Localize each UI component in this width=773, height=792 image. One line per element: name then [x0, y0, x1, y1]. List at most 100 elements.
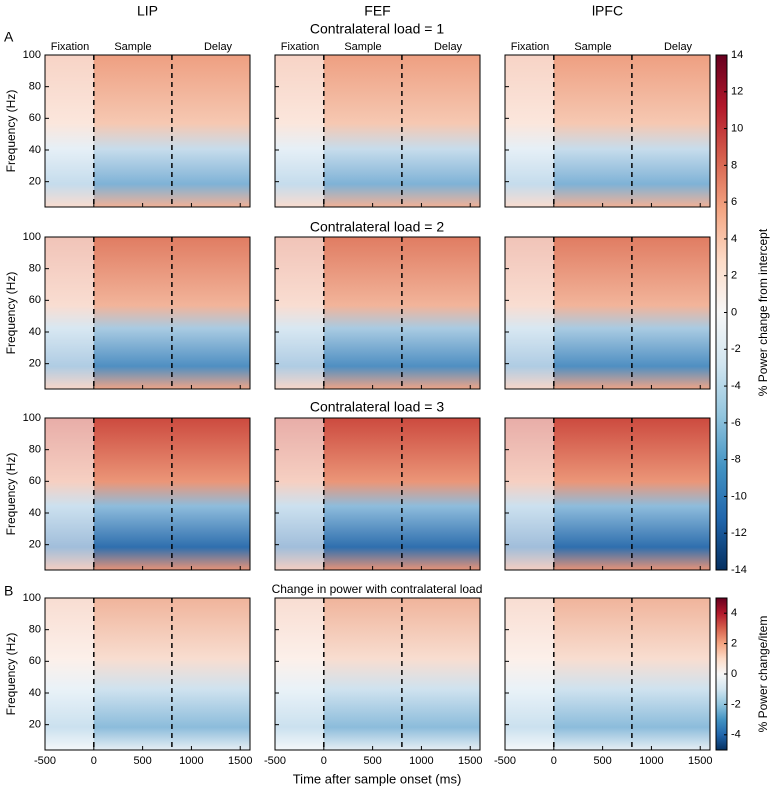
- plot-frame: [44, 236, 251, 390]
- colorbar-tick-label: 0: [731, 306, 737, 318]
- plot-frame: [44, 417, 251, 571]
- y-axis-label: Frequency (Hz): [4, 90, 18, 173]
- x-tick-label: 1000: [179, 755, 203, 767]
- pre-sample-fade: [45, 237, 94, 389]
- colorbar-tick-label: 4: [731, 233, 737, 245]
- x-tick-label: 500: [593, 755, 611, 767]
- epoch-label: Sample: [574, 41, 611, 53]
- epoch-label: Delay: [434, 41, 463, 53]
- plot-frame: [504, 597, 711, 751]
- y-tick-label: 20: [29, 719, 41, 731]
- x-tick-label: 0: [321, 755, 327, 767]
- x-tick-label: 1500: [688, 755, 712, 767]
- x-tick-label: -500: [264, 755, 286, 767]
- colorbar-tick-label: -6: [731, 417, 741, 429]
- x-tick-label: 1000: [639, 755, 663, 767]
- colorbar-tick-label: -12: [731, 527, 747, 539]
- y-tick-label: 20: [29, 539, 41, 551]
- y-tick-label: 60: [29, 112, 41, 124]
- y-tick-label: 40: [29, 687, 41, 699]
- y-tick-label: 80: [29, 444, 41, 456]
- plot-frame: [44, 54, 251, 208]
- plot-frame: [504, 54, 711, 208]
- epoch-label: Delay: [204, 41, 233, 53]
- pre-sample-fade: [45, 598, 94, 750]
- colorbar-tick-label: 8: [731, 159, 737, 171]
- pre-sample-fade: [505, 418, 554, 570]
- y-tick-label: 100: [23, 49, 41, 61]
- column-title: FEF: [364, 3, 390, 19]
- y-tick-label: 80: [29, 624, 41, 636]
- row-title: Contralateral load = 1: [310, 21, 444, 37]
- y-tick-label: 80: [29, 263, 41, 275]
- y-tick-label: 20: [29, 358, 41, 370]
- colorbar-tick-label: -4: [731, 729, 741, 741]
- x-tick-label: 500: [133, 755, 151, 767]
- pre-sample-fade: [505, 55, 554, 207]
- colorbar-tick-label: 0: [731, 668, 737, 680]
- colorbar-tick-label: -8: [731, 454, 741, 466]
- plot-frame: [504, 236, 711, 390]
- pre-sample-fade: [275, 55, 324, 207]
- column-title: lPFC: [592, 3, 623, 19]
- colorbar-tick-label: 14: [731, 49, 743, 61]
- panel-label: A: [4, 29, 14, 45]
- colorbar-label: % Power change from intercept: [756, 228, 770, 396]
- pre-sample-fade: [45, 418, 94, 570]
- epoch-label: Sample: [344, 41, 381, 53]
- colorbar-tick-label: 4: [731, 607, 737, 619]
- plot-frame: [274, 597, 481, 751]
- plot-frame: [504, 417, 711, 571]
- x-axis-label: Time after sample onset (ms): [293, 771, 462, 786]
- plot-frame: [44, 597, 251, 751]
- y-tick-label: 20: [29, 176, 41, 188]
- colorbar-tick-label: 6: [731, 196, 737, 208]
- epoch-label: Fixation: [281, 41, 320, 53]
- colorbar-tick-label: -2: [731, 343, 741, 355]
- row-title: Change in power with contralateral load: [272, 582, 483, 596]
- y-tick-label: 80: [29, 81, 41, 93]
- y-axis-label: Frequency (Hz): [4, 272, 18, 355]
- pre-sample-fade: [505, 598, 554, 750]
- x-tick-label: 0: [91, 755, 97, 767]
- pre-sample-fade: [45, 55, 94, 207]
- x-tick-label: 1000: [409, 755, 433, 767]
- y-tick-label: 40: [29, 144, 41, 156]
- epoch-label: Fixation: [51, 41, 90, 53]
- x-tick-label: -500: [34, 755, 56, 767]
- pre-sample-fade: [505, 237, 554, 389]
- y-tick-label: 60: [29, 475, 41, 487]
- x-tick-label: 1500: [458, 755, 482, 767]
- column-title: LIP: [137, 3, 158, 19]
- y-tick-label: 60: [29, 655, 41, 667]
- epoch-label: Delay: [664, 41, 693, 53]
- x-tick-label: 0: [551, 755, 557, 767]
- colorbar-label: % Power change/item: [756, 616, 770, 733]
- panel-label: B: [4, 583, 13, 599]
- plot-frame: [274, 417, 481, 571]
- pre-sample-fade: [275, 237, 324, 389]
- pre-sample-fade: [275, 418, 324, 570]
- x-tick-label: 1500: [228, 755, 252, 767]
- y-tick-label: 100: [23, 412, 41, 424]
- y-tick-label: 60: [29, 294, 41, 306]
- colorbar-tick-label: -10: [731, 490, 747, 502]
- y-axis-label: Frequency (Hz): [4, 453, 18, 536]
- colorbar-tick-label: 2: [731, 270, 737, 282]
- y-tick-label: 100: [23, 231, 41, 243]
- plot-frame: [274, 236, 481, 390]
- epoch-label: Fixation: [511, 41, 550, 53]
- colorbar-tick-label: 12: [731, 86, 743, 98]
- colorbar-tick-label: -2: [731, 698, 741, 710]
- colorbar-tick-label: -14: [731, 564, 747, 576]
- pre-sample-fade: [275, 598, 324, 750]
- y-tick-label: 40: [29, 326, 41, 338]
- epoch-label: Sample: [114, 41, 151, 53]
- colorbar-tick-label: -4: [731, 380, 741, 392]
- y-axis-label: Frequency (Hz): [4, 633, 18, 716]
- row-title: Contralateral load = 3: [310, 399, 444, 415]
- y-tick-label: 40: [29, 507, 41, 519]
- x-tick-label: -500: [494, 755, 516, 767]
- y-tick-label: 100: [23, 592, 41, 604]
